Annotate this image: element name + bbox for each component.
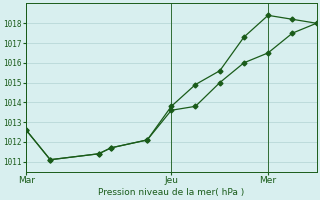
X-axis label: Pression niveau de la mer( hPa ): Pression niveau de la mer( hPa ) (98, 188, 244, 197)
